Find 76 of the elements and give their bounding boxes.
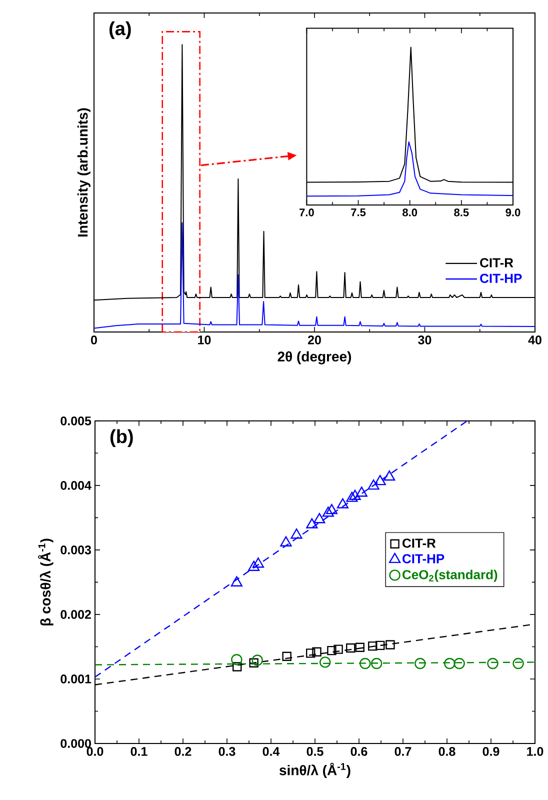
legend-label: CIT-R <box>402 538 436 548</box>
point <box>231 654 242 666</box>
x-tick-label: 0.2 <box>174 747 192 756</box>
legend-label: CIT-HP <box>480 274 522 283</box>
point <box>374 474 386 486</box>
x-tick-label: 0 <box>91 336 97 344</box>
point <box>282 652 292 661</box>
x-tick-label: 0.6 <box>350 747 368 756</box>
x-tick-label: 10 <box>198 336 211 344</box>
point <box>322 506 334 517</box>
point <box>355 642 364 652</box>
point <box>454 658 465 670</box>
point <box>252 654 263 666</box>
x-tick-label: 0.3 <box>218 747 236 756</box>
point <box>248 560 260 571</box>
x-tick-label: 0.0 <box>86 747 104 756</box>
point <box>370 658 382 670</box>
x-tick-label: 20 <box>308 336 321 344</box>
point <box>360 658 371 670</box>
point <box>290 528 302 539</box>
point <box>444 658 456 670</box>
point <box>306 518 318 528</box>
y-tick-label: 0.004 <box>60 481 92 490</box>
y-tick-label: 0.002 <box>60 610 91 619</box>
point <box>252 558 264 568</box>
point <box>349 490 361 500</box>
x-tick-label: 8.0 <box>402 208 418 216</box>
y-axis-title: β cosθ/λ (Å$^{-1}$) <box>38 538 54 626</box>
x-tick-label: 0.4 <box>262 747 280 756</box>
point <box>512 658 524 670</box>
point <box>249 658 258 668</box>
point <box>346 492 358 502</box>
legend-label: CIT-HP <box>402 554 444 564</box>
point <box>312 647 322 656</box>
x-tick-label: 7.5 <box>351 208 366 216</box>
x-axis-title: sinθ/λ (Å$^{-1}$) <box>279 762 350 778</box>
legend-label: CIT-R <box>480 258 514 268</box>
point <box>376 640 385 650</box>
y-axis-title: Intensity (arb.units) <box>77 108 90 237</box>
chart-title: (a) <box>109 21 131 40</box>
chart-title: (b) <box>110 429 133 447</box>
point <box>386 640 395 650</box>
x-tick-label: 0.1 <box>130 747 148 756</box>
y-tick-label: 0.001 <box>60 674 92 684</box>
point <box>306 648 316 658</box>
x-tick-label: 40 <box>528 336 542 344</box>
point <box>230 576 242 586</box>
x-axis-title: 2θ (degree) <box>278 351 352 364</box>
point <box>314 513 326 524</box>
point <box>336 498 349 508</box>
x-tick-label: 1.0 <box>527 747 544 756</box>
point <box>334 644 343 654</box>
x-tick-label: 9.0 <box>506 208 520 216</box>
x-tick-label: 0.7 <box>394 747 412 756</box>
point <box>414 658 426 670</box>
point <box>368 641 378 651</box>
point <box>346 643 356 653</box>
point <box>384 470 396 481</box>
point <box>280 536 292 546</box>
legend-label: CeO$_{2}$(standard) <box>402 570 498 582</box>
x-tick-label: 0.5 <box>306 747 324 756</box>
point <box>356 486 368 497</box>
x-tick-label: 0.8 <box>438 747 456 756</box>
y-tick-label: 0.000 <box>60 739 91 748</box>
point <box>487 658 498 670</box>
point <box>327 646 336 656</box>
x-tick-label: 8.5 <box>454 208 469 216</box>
y-tick-label: 0.005 <box>60 416 92 426</box>
x-tick-label: 7.0 <box>300 208 314 216</box>
point <box>320 656 331 668</box>
point <box>368 479 380 490</box>
point <box>232 662 242 672</box>
point <box>326 504 338 514</box>
y-tick-label: 0.003 <box>60 546 91 554</box>
x-tick-label: 0.9 <box>482 747 500 756</box>
x-tick-label: 30 <box>418 336 432 344</box>
